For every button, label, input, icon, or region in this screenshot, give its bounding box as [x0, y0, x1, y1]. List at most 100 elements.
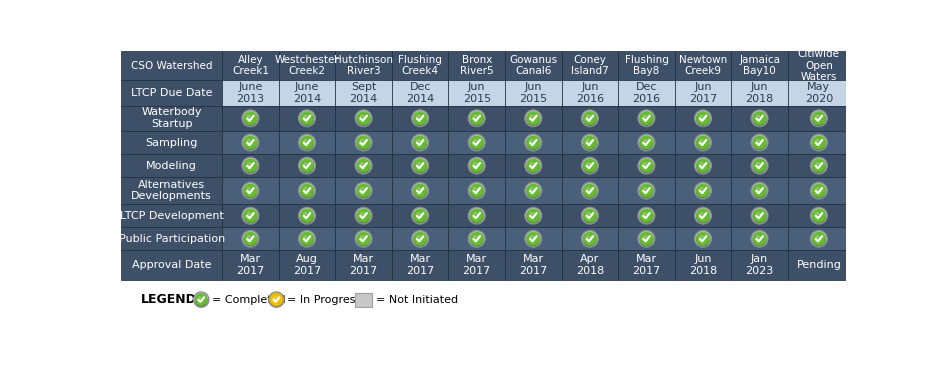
- Circle shape: [412, 182, 429, 199]
- Circle shape: [638, 134, 655, 151]
- Circle shape: [639, 232, 653, 247]
- Circle shape: [242, 157, 258, 174]
- Text: Dec
2014: Dec 2014: [406, 82, 434, 103]
- Circle shape: [468, 182, 485, 199]
- Circle shape: [468, 110, 486, 127]
- Ellipse shape: [815, 235, 820, 238]
- Circle shape: [695, 134, 712, 151]
- Circle shape: [753, 184, 766, 198]
- FancyBboxPatch shape: [619, 250, 675, 279]
- Text: LTCP Development: LTCP Development: [119, 211, 224, 221]
- Circle shape: [414, 232, 427, 247]
- Ellipse shape: [473, 162, 478, 165]
- Circle shape: [357, 184, 370, 198]
- Ellipse shape: [643, 115, 647, 118]
- Text: LEGEND:: LEGEND:: [141, 293, 201, 306]
- Text: Public Participation: Public Participation: [118, 234, 225, 244]
- Circle shape: [696, 185, 710, 198]
- FancyBboxPatch shape: [675, 51, 731, 80]
- Circle shape: [583, 136, 597, 150]
- Ellipse shape: [815, 187, 820, 190]
- Circle shape: [243, 183, 259, 200]
- Circle shape: [583, 184, 597, 198]
- Circle shape: [753, 209, 766, 222]
- Ellipse shape: [643, 162, 647, 165]
- Circle shape: [356, 232, 370, 247]
- Ellipse shape: [360, 235, 364, 238]
- Circle shape: [526, 184, 540, 198]
- FancyBboxPatch shape: [675, 227, 731, 250]
- Circle shape: [412, 183, 429, 200]
- Circle shape: [695, 110, 712, 127]
- Ellipse shape: [473, 235, 478, 238]
- Circle shape: [195, 294, 208, 306]
- Circle shape: [412, 230, 429, 247]
- FancyBboxPatch shape: [392, 177, 448, 204]
- Circle shape: [812, 111, 825, 125]
- Text: Bronx
River5: Bronx River5: [460, 55, 494, 76]
- Circle shape: [812, 185, 826, 198]
- Ellipse shape: [699, 139, 704, 142]
- Circle shape: [581, 110, 599, 127]
- Circle shape: [810, 182, 827, 199]
- Circle shape: [243, 232, 258, 247]
- Text: LTCP Due Date: LTCP Due Date: [131, 88, 212, 98]
- Text: Mar
2017: Mar 2017: [519, 254, 547, 276]
- Text: Approval Date: Approval Date: [132, 260, 212, 270]
- Circle shape: [299, 158, 316, 174]
- Circle shape: [582, 183, 599, 200]
- FancyBboxPatch shape: [121, 204, 222, 227]
- Circle shape: [355, 230, 372, 248]
- Circle shape: [695, 182, 712, 199]
- Circle shape: [470, 232, 484, 247]
- Circle shape: [639, 111, 653, 125]
- Circle shape: [583, 209, 597, 222]
- FancyBboxPatch shape: [392, 51, 448, 80]
- Circle shape: [582, 158, 599, 174]
- FancyBboxPatch shape: [278, 177, 336, 204]
- Text: Mar
2017: Mar 2017: [633, 254, 661, 276]
- Circle shape: [753, 160, 767, 173]
- Circle shape: [695, 158, 712, 174]
- Circle shape: [414, 159, 427, 172]
- Circle shape: [526, 209, 540, 222]
- Circle shape: [243, 112, 258, 126]
- Circle shape: [695, 207, 712, 224]
- Circle shape: [695, 134, 712, 151]
- Text: June
2014: June 2014: [293, 82, 321, 103]
- Circle shape: [525, 207, 541, 224]
- Circle shape: [812, 232, 825, 245]
- Text: Waterbody
Startup: Waterbody Startup: [142, 107, 202, 129]
- FancyBboxPatch shape: [788, 131, 850, 154]
- Text: Mar
2017: Mar 2017: [350, 254, 378, 276]
- Circle shape: [525, 157, 541, 174]
- Circle shape: [695, 157, 712, 174]
- Circle shape: [243, 136, 258, 149]
- Circle shape: [468, 230, 485, 247]
- FancyBboxPatch shape: [222, 105, 278, 131]
- FancyBboxPatch shape: [619, 154, 675, 177]
- FancyBboxPatch shape: [222, 80, 278, 105]
- Text: Gowanus
Canal6: Gowanus Canal6: [509, 55, 557, 76]
- Circle shape: [753, 209, 767, 223]
- Ellipse shape: [529, 212, 534, 215]
- Circle shape: [300, 209, 314, 223]
- Text: Modeling: Modeling: [147, 161, 197, 171]
- Circle shape: [300, 111, 314, 125]
- FancyBboxPatch shape: [505, 227, 561, 250]
- Ellipse shape: [756, 162, 760, 165]
- FancyBboxPatch shape: [561, 204, 619, 227]
- Circle shape: [468, 208, 486, 225]
- Circle shape: [526, 111, 540, 125]
- Circle shape: [753, 136, 766, 149]
- Circle shape: [810, 110, 827, 127]
- FancyBboxPatch shape: [392, 154, 448, 177]
- Circle shape: [526, 209, 540, 223]
- Ellipse shape: [587, 139, 590, 142]
- FancyBboxPatch shape: [278, 105, 336, 131]
- FancyBboxPatch shape: [222, 177, 278, 204]
- Ellipse shape: [473, 212, 478, 215]
- Circle shape: [300, 232, 314, 245]
- FancyBboxPatch shape: [561, 250, 619, 279]
- FancyBboxPatch shape: [675, 105, 731, 131]
